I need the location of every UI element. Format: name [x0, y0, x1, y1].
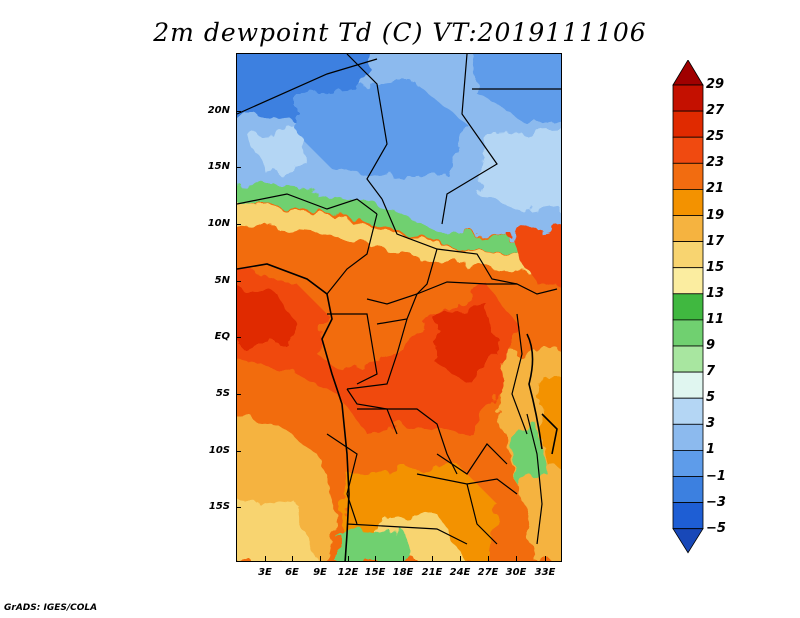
lat-label-10s: 10S: [208, 445, 230, 456]
lon-tick: [403, 556, 404, 561]
colorbar-band: [672, 476, 704, 504]
grads-footer: GrADS: IGES/COLA: [4, 603, 98, 613]
lon-label-21e: 21E: [421, 567, 443, 578]
colorbar-band: [672, 188, 704, 216]
lat-tick: [236, 507, 241, 508]
lon-tick: [432, 556, 433, 561]
lat-tick: [236, 337, 241, 338]
colorbar-band: [672, 84, 704, 112]
colorbar-band: [672, 502, 704, 530]
colorbar-label: 27: [706, 103, 725, 119]
lat-label-eq: EQ: [214, 331, 230, 342]
lat-label-20n: 20N: [207, 105, 230, 116]
lon-label-33e: 33E: [534, 567, 556, 578]
colorbar-band: [672, 293, 704, 321]
colorbar-label: 25: [706, 129, 725, 145]
colorbar: [672, 60, 704, 554]
colorbar-label: −3: [706, 494, 726, 510]
colorbar-label: 29: [706, 77, 725, 92]
colorbar-band: [672, 215, 704, 243]
lon-tick: [320, 556, 321, 561]
lat-tick: [236, 394, 241, 395]
lat-tick: [236, 281, 241, 282]
lat-label-5n: 5N: [214, 275, 230, 286]
lat-tick: [236, 111, 241, 112]
lon-tick: [460, 556, 461, 561]
lon-label-30e: 30E: [505, 567, 527, 578]
colorbar-label: 17: [706, 233, 725, 249]
lon-tick: [375, 556, 376, 561]
colorbar-band: [672, 423, 704, 451]
colorbar-band: [672, 267, 704, 295]
colorbar-band: [672, 110, 704, 138]
colorbar-label: 21: [706, 181, 725, 197]
lat-tick: [236, 167, 241, 168]
lon-label-15e: 15E: [364, 567, 386, 578]
colorbar-label: 9: [706, 338, 716, 353]
colorbar-label: 5: [706, 390, 716, 406]
colorbar-label: −5: [706, 520, 726, 536]
lat-label-10n: 10N: [207, 218, 230, 229]
colorbar-band: [672, 397, 704, 425]
lon-tick: [488, 556, 489, 561]
colorbar-band: [672, 371, 704, 399]
colorbar-label: 19: [706, 207, 725, 223]
colorbar-max-arrow: [672, 60, 704, 86]
chart-title: 2m dewpoint Td (C) VT:2019111106: [153, 18, 647, 47]
colorbar-band: [672, 449, 704, 477]
lon-tick: [545, 556, 546, 561]
colorbar-band: [672, 345, 704, 373]
lon-tick: [292, 556, 293, 561]
colorbar-label: 15: [706, 259, 725, 275]
lon-label-12e: 12E: [337, 567, 359, 578]
lat-label-15s: 15S: [208, 501, 230, 512]
colorbar-label: 23: [706, 155, 725, 171]
colorbar-label: 3: [706, 416, 716, 432]
dewpoint-map: [237, 54, 561, 561]
lon-label-6e: 6E: [285, 567, 299, 578]
colorbar-band: [672, 162, 704, 190]
lon-label-24e: 24E: [449, 567, 471, 578]
lat-tick: [236, 224, 241, 225]
lat-tick: [236, 451, 241, 452]
lon-tick: [348, 556, 349, 561]
colorbar-label: 11: [706, 311, 725, 327]
lon-tick: [265, 556, 266, 561]
colorbar-label: 13: [706, 285, 725, 301]
colorbar-label: 7: [706, 364, 716, 380]
lon-tick: [516, 556, 517, 561]
lat-label-15n: 15N: [207, 161, 230, 172]
colorbar-label: 1: [706, 442, 716, 458]
lon-label-3e: 3E: [258, 567, 272, 578]
colorbar-min-arrow: [672, 528, 704, 554]
colorbar-band: [672, 241, 704, 269]
lon-label-18e: 18E: [392, 567, 414, 578]
colorbar-band: [672, 319, 704, 347]
colorbar-label: −1: [706, 468, 726, 484]
lon-label-27e: 27E: [477, 567, 499, 578]
colorbar-band: [672, 136, 704, 164]
lon-label-9e: 9E: [313, 567, 327, 578]
map-panel: [236, 53, 562, 562]
lat-label-5s: 5S: [215, 388, 230, 399]
